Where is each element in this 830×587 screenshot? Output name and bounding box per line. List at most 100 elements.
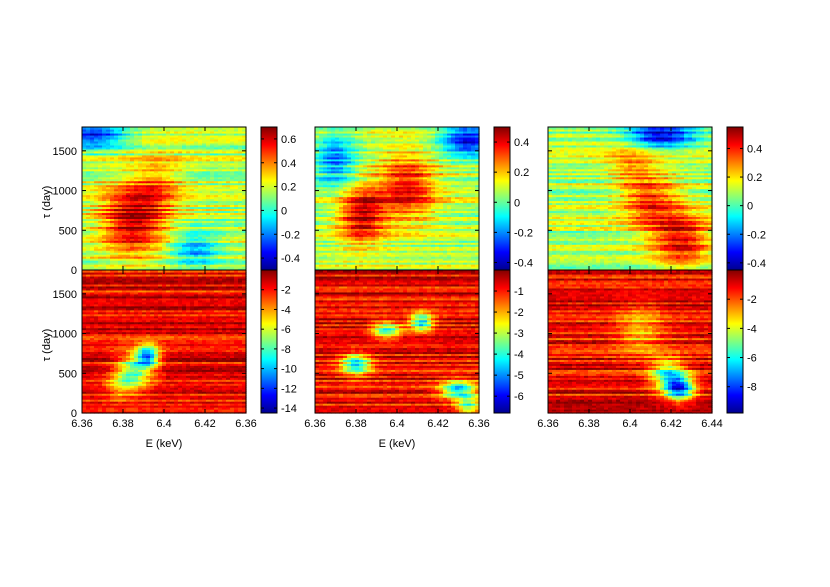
heatmap-cell [154,228,159,231]
heatmap-cell [234,130,239,134]
heatmap-cell [435,238,440,241]
heatmap-cell [98,188,103,192]
heatmap-cell [242,170,247,174]
heatmap-cell [134,166,139,170]
heatmap-cell [407,244,412,247]
heatmap-cell [363,224,368,227]
heatmap-cell [455,216,460,219]
heatmap-cell [162,140,167,144]
heatmap-cell [238,154,243,158]
heatmap-cell [158,260,163,263]
heatmap-cell [162,200,167,204]
heatmap-cell [230,208,235,212]
heatmap-cell [222,158,227,162]
heatmap-cell [114,226,119,229]
heatmap-cell [162,174,167,178]
heatmap-cell [431,250,436,253]
heatmap-cell [90,154,95,158]
heatmap-cell [170,148,175,152]
heatmap-cell [142,152,147,156]
heatmap-cell [94,226,99,229]
heatmap-cell [242,127,247,130]
heatmap-cell [214,258,219,261]
heatmap-cell [403,258,408,261]
heatmap-cell [242,254,247,257]
heatmap-cell [114,188,119,192]
heatmap-cell [335,266,340,269]
heatmap-cell [182,222,187,225]
heatmap-cell [379,260,384,263]
heatmap-cell [214,264,219,267]
heatmap-cell [122,214,127,217]
heatmap-cell [371,236,376,239]
heatmap-cell [327,212,332,215]
heatmap-cell [166,184,171,188]
heatmap-cell [315,220,320,223]
heatmap-cell [174,144,179,148]
heatmap-cell [130,254,135,257]
heatmap-cell [98,190,103,194]
heatmap-cell [82,252,87,255]
heatmap-cell [315,254,320,257]
heatmap-cell [126,178,131,182]
heatmap-cell [323,256,328,259]
heatmap-cell [427,248,432,251]
heatmap-cell [226,144,231,148]
heatmap-cell [190,178,195,182]
heatmap-cell [166,164,171,168]
heatmap-cell [86,138,91,142]
heatmap-cell [134,210,139,214]
heatmap-cell [323,252,328,255]
heatmap-cell [335,260,340,263]
heatmap-cell [138,220,143,223]
heatmap-cell [90,210,95,214]
heatmap-cell [415,234,420,237]
heatmap-cell [86,208,91,212]
heatmap-cell [379,212,384,215]
heatmap-cell [206,254,211,257]
heatmap-cell [166,262,171,265]
heatmap-cell [226,234,231,237]
heatmap-cell [110,162,115,166]
heatmap-cell [82,204,87,208]
heatmap-cell [126,218,131,221]
heatmap-cell [170,168,175,172]
heatmap-cell [222,190,227,194]
heatmap-cell [230,264,235,267]
heatmap-cell [455,214,460,217]
heatmap-cell [435,256,440,259]
heatmap-cell [399,240,404,243]
heatmap-cell [194,166,199,170]
heatmap-cell [126,154,131,158]
heatmap-cell [242,202,247,206]
heatmap-cell [158,170,163,174]
heatmap-cell [142,258,147,261]
heatmap-cell [451,230,456,233]
heatmap-cell [194,144,199,148]
heatmap-cell [154,232,159,235]
heatmap-cell [218,266,223,269]
heatmap-cell [118,224,123,227]
heatmap-cell [371,264,376,267]
heatmap-cell [82,130,87,134]
heatmap-cell [90,248,95,251]
heatmap-cell [387,224,392,227]
heatmap-cell [387,210,392,214]
heatmap-cell [242,240,247,243]
heatmap-cell [319,258,324,261]
heatmap-cell [399,258,404,261]
heatmap-cell [347,214,352,217]
heatmap-cell [234,250,239,253]
heatmap-cell [86,248,91,251]
heatmap-cell [186,127,191,130]
heatmap-cell [206,138,211,142]
heatmap-cell [142,252,147,255]
heatmap-cell [226,212,231,215]
heatmap-cell [214,196,219,200]
heatmap-cell [391,224,396,227]
heatmap-cell [399,236,404,239]
heatmap-cell [150,214,155,217]
heatmap-cell [178,208,183,212]
heatmap-cell [419,236,424,239]
heatmap-cell [210,170,215,174]
